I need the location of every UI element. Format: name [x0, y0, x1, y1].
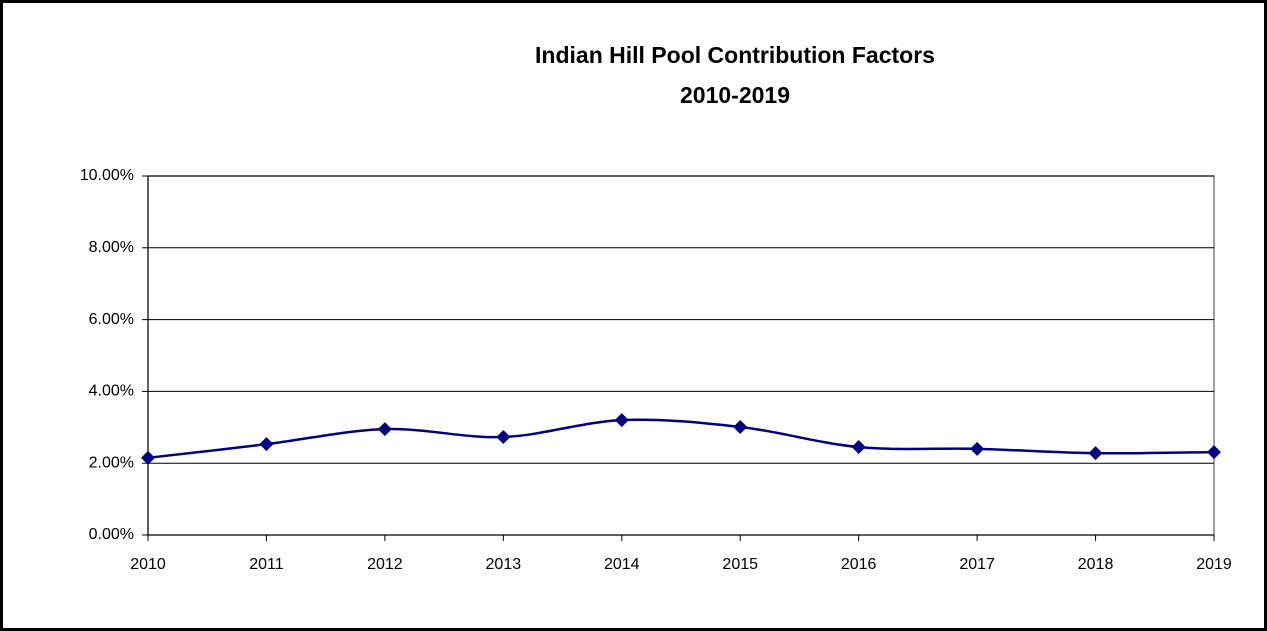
x-tick-label: 2010: [130, 556, 166, 573]
y-tick-label: 6.00%: [89, 311, 134, 328]
x-tick-label: 2018: [1078, 556, 1114, 573]
point-marker: [614, 413, 629, 428]
point-marker: [1088, 446, 1103, 461]
y-tick-label: 2.00%: [89, 454, 134, 471]
point-marker: [141, 450, 155, 465]
y-tick-label: 0.00%: [89, 526, 134, 543]
x-tick-label: 2019: [1196, 556, 1232, 573]
point-marker: [377, 422, 392, 437]
chart-subtitle: 2010-2019: [680, 82, 790, 108]
y-tick-label: 4.00%: [89, 383, 134, 400]
x-tick-label: 2016: [841, 556, 877, 573]
x-tick-label: 2011: [249, 556, 284, 573]
series-line: [147, 418, 1215, 460]
point-marker: [733, 419, 748, 434]
y-tick-label: 8.00%: [89, 239, 134, 256]
x-tick-label: 2013: [486, 556, 522, 573]
x-tick-label: 2012: [367, 556, 403, 573]
point-marker: [851, 440, 866, 455]
point-marker: [259, 437, 274, 452]
x-tick-label: 2017: [959, 556, 995, 573]
x-tick-label: 2014: [604, 556, 640, 573]
point-marker: [496, 429, 511, 444]
x-tick-label: 2015: [722, 556, 758, 573]
y-tick-label: 10.00%: [80, 167, 134, 184]
point-marker: [1207, 445, 1221, 460]
point-marker: [970, 441, 985, 456]
chart-title: Indian Hill Pool Contribution Factors: [535, 42, 935, 68]
